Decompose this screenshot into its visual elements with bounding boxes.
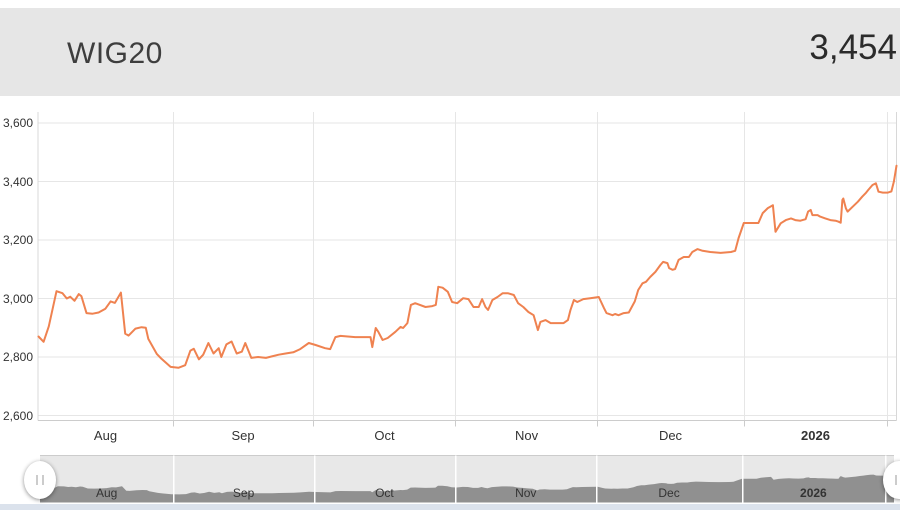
chart-header: WIG20 3,454: [0, 8, 900, 96]
nav-month-label: Nov: [515, 486, 537, 500]
nav-month-label: Oct: [375, 486, 394, 500]
navigator-right-handle[interactable]: [883, 461, 900, 499]
y-axis-label: 2,600: [2, 408, 33, 423]
x-axis-label: Sep: [231, 428, 255, 443]
last-price: 3,454: [809, 28, 897, 67]
nav-month-label: Aug: [96, 486, 118, 500]
y-axis-label: 3,200: [2, 233, 33, 247]
price-line: [37, 164, 898, 369]
nav-month-label: Dec: [658, 486, 680, 500]
handle-grip-icon: [36, 475, 44, 485]
x-axis-label: Oct: [374, 428, 395, 443]
y-axis-label: 2,800: [2, 350, 33, 364]
handle-grip-icon: [895, 475, 900, 485]
y-axis-label: 3,000: [2, 291, 33, 306]
nav-month-label: Sep: [232, 486, 255, 500]
x-axis-label: 2026: [801, 428, 830, 443]
instrument-title: WIG20: [67, 37, 163, 70]
nav-month-label: 2026: [800, 486, 827, 500]
navigator-scrollbar-track[interactable]: [0, 504, 900, 510]
y-axis-label: 3,400: [2, 174, 33, 189]
x-axis-label: Nov: [514, 428, 539, 443]
navigator-left-handle[interactable]: [24, 461, 56, 499]
x-axis-label: Dec: [658, 428, 683, 443]
x-axis-label: Aug: [93, 428, 118, 443]
y-axis-label: 3,600: [2, 116, 33, 130]
navigator-area[interactable]: [40, 472, 894, 503]
